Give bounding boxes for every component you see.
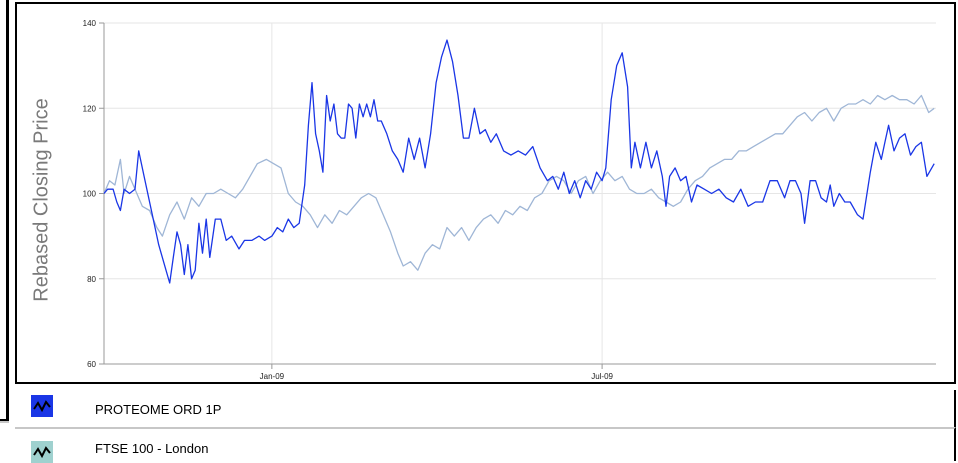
y-tick-label: 100 [83,190,97,199]
axes [99,22,936,369]
series-swatch-icon [31,395,53,417]
legend-item-proteome[interactable]: PROTEOME ORD 1P [15,390,956,427]
left-panel-border-bottom [0,419,9,421]
legend-item-ftse[interactable]: FTSE 100 - London [15,427,956,463]
x-tick-label: Jan-09 [260,372,285,381]
y-tick-label: 60 [87,360,96,369]
legend-label: FTSE 100 - London [95,441,209,456]
series-line-proteome [103,39,935,284]
legend-label: PROTEOME ORD 1P [95,402,222,417]
left-panel-border [6,0,9,420]
y-tick-label: 120 [83,104,97,113]
tick-labels: 60 80 100 120 140 Jan-09 Jul-09 [83,19,614,381]
series-swatch-icon [31,441,53,463]
x-tick-label: Jul-09 [591,372,613,381]
series-line-ftse [103,94,935,271]
y-tick-label: 80 [87,275,96,284]
left-panel-edge [0,0,10,461]
series-lines [103,39,935,284]
y-tick-label: 140 [83,19,97,28]
left-panel-divider [0,421,9,423]
